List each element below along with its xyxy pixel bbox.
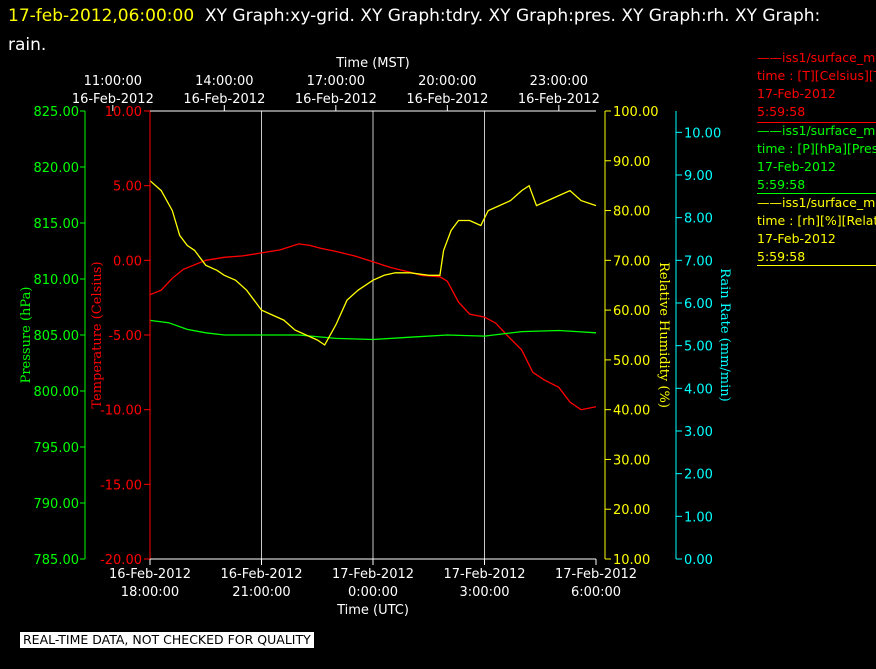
- series-line-pressure: [149, 319, 597, 341]
- legend-entry-pressure: ——iss1/surface_me time : [P][hPa][Pres 1…: [757, 122, 876, 194]
- rain-tick-label: 4.00: [684, 382, 713, 397]
- bottom-tick-time: 3:00:00: [459, 585, 509, 600]
- legend-divider: [757, 193, 876, 194]
- humidity-tick-label: 20.00: [613, 503, 650, 518]
- top-tick-date: 16-Feb-2012: [72, 92, 154, 107]
- legend-line: ——iss1/surface_me: [757, 195, 876, 210]
- legend-line: ——iss1/surface_me: [757, 50, 876, 65]
- pressure-tick-label: 820.00: [34, 161, 80, 176]
- bottom-tick-time: 18:00:00: [121, 585, 179, 600]
- top-tick-time: 17:00:00: [307, 74, 365, 89]
- top-axis-label: Time (MST): [335, 56, 410, 71]
- pressure-axis-label: Pressure (hPa): [19, 287, 34, 384]
- legend-line: 5:59:58: [757, 104, 806, 119]
- series-line-temperature: [149, 243, 597, 411]
- bottom-tick-date: 17-Feb-2012: [443, 567, 525, 582]
- rain-tick-label: 6.00: [684, 297, 713, 312]
- legend-line: 17-Feb-2012: [757, 86, 836, 101]
- top-tick-date: 16-Feb-2012: [518, 92, 600, 107]
- top-tick-time: 11:00:00: [84, 74, 142, 89]
- pressure-tick-label: 790.00: [34, 497, 80, 512]
- pressure-tick-label: 810.00: [34, 273, 80, 288]
- series-line-rh: [149, 180, 597, 346]
- pressure-tick-label: 815.00: [34, 217, 80, 232]
- legend-line: ——iss1/surface_me: [757, 123, 876, 138]
- legend-entry-humidity: ——iss1/surface_me time : [rh][%][Relati …: [757, 194, 876, 266]
- temperature-tick-label: 5.00: [113, 180, 142, 195]
- humidity-tick-label: 10.00: [613, 553, 650, 568]
- legend-line: 5:59:58: [757, 177, 806, 192]
- temperature-tick-label: -10.00: [100, 404, 142, 419]
- rain-tick-label: 8.00: [684, 212, 713, 227]
- bottom-tick-date: 17-Feb-2012: [555, 567, 637, 582]
- top-tick-date: 16-Feb-2012: [183, 92, 265, 107]
- legend-line: time : [rh][%][Relati: [757, 213, 876, 228]
- title-text: XY Graph:xy-grid. XY Graph:tdry. XY Grap…: [8, 6, 821, 55]
- temperature-tick-label: 10.00: [105, 105, 142, 120]
- bottom-tick-time: 0:00:00: [348, 585, 398, 600]
- humidity-axis-label: Relative Humidity (%): [656, 262, 671, 408]
- rain-tick-label: 10.00: [684, 126, 721, 141]
- pressure-tick-label: 800.00: [34, 385, 80, 400]
- legend-entry-temperature: ——iss1/surface_me time : [T][Celsius][T …: [757, 49, 876, 123]
- rain-axis-label: Rain Rate (mm/min): [717, 268, 732, 401]
- rain-tick-label: 7.00: [684, 254, 713, 269]
- humidity-tick-label: 90.00: [613, 155, 650, 170]
- top-tick-date: 16-Feb-2012: [406, 92, 488, 107]
- humidity-tick-label: 80.00: [613, 205, 650, 220]
- top-tick-time: 23:00:00: [530, 74, 588, 89]
- bottom-tick-date: 17-Feb-2012: [332, 567, 414, 582]
- rain-tick-label: 2.00: [684, 468, 713, 483]
- rain-tick-label: 5.00: [684, 340, 713, 355]
- rain-tick-label: 0.00: [684, 553, 713, 568]
- legend-line: time : [P][hPa][Pres: [757, 141, 876, 156]
- rain-tick-label: 3.00: [684, 425, 713, 440]
- humidity-tick-label: 50.00: [613, 354, 650, 369]
- humidity-tick-label: 60.00: [613, 304, 650, 319]
- temperature-axis-label: Temperature (Celsius): [90, 261, 105, 408]
- rain-tick-label: 1.00: [684, 510, 713, 525]
- humidity-tick-label: 30.00: [613, 453, 650, 468]
- graph-title: 17-feb-2012,06:00:00 XY Graph:xy-grid. X…: [8, 2, 858, 60]
- bottom-tick-time: 21:00:00: [232, 585, 290, 600]
- title-timestamp: 17-feb-2012,06:00:00: [8, 6, 195, 26]
- pressure-tick-label: 795.00: [34, 441, 80, 456]
- pressure-tick-label: 785.00: [34, 553, 80, 568]
- quality-disclaimer: REAL-TIME DATA, NOT CHECKED FOR QUALITY: [20, 632, 314, 648]
- top-tick-time: 20:00:00: [418, 74, 476, 89]
- legend-divider: [757, 265, 876, 266]
- bottom-axis-label: Time (UTC): [336, 603, 409, 618]
- top-tick-time: 14:00:00: [195, 74, 253, 89]
- pressure-tick-label: 825.00: [34, 105, 80, 120]
- legend-line: 17-Feb-2012: [757, 231, 836, 246]
- rain-tick-label: 9.00: [684, 169, 713, 184]
- humidity-tick-label: 40.00: [613, 404, 650, 419]
- temperature-tick-label: -20.00: [100, 553, 142, 568]
- bottom-tick-date: 16-Feb-2012: [220, 567, 302, 582]
- bottom-tick-date: 16-Feb-2012: [109, 567, 191, 582]
- legend-line: 17-Feb-2012: [757, 159, 836, 174]
- legend-divider: [757, 122, 876, 123]
- humidity-tick-label: 70.00: [613, 254, 650, 269]
- temperature-tick-label: 0.00: [113, 254, 142, 269]
- top-tick-date: 16-Feb-2012: [295, 92, 377, 107]
- temperature-tick-label: -15.00: [100, 478, 142, 493]
- legend-line: time : [T][Celsius][T: [757, 68, 876, 83]
- humidity-tick-label: 100.00: [613, 105, 659, 120]
- bottom-tick-time: 6:00:00: [571, 585, 621, 600]
- legend-line: 5:59:58: [757, 249, 806, 264]
- temperature-tick-label: -5.00: [108, 329, 142, 344]
- pressure-tick-label: 805.00: [34, 329, 80, 344]
